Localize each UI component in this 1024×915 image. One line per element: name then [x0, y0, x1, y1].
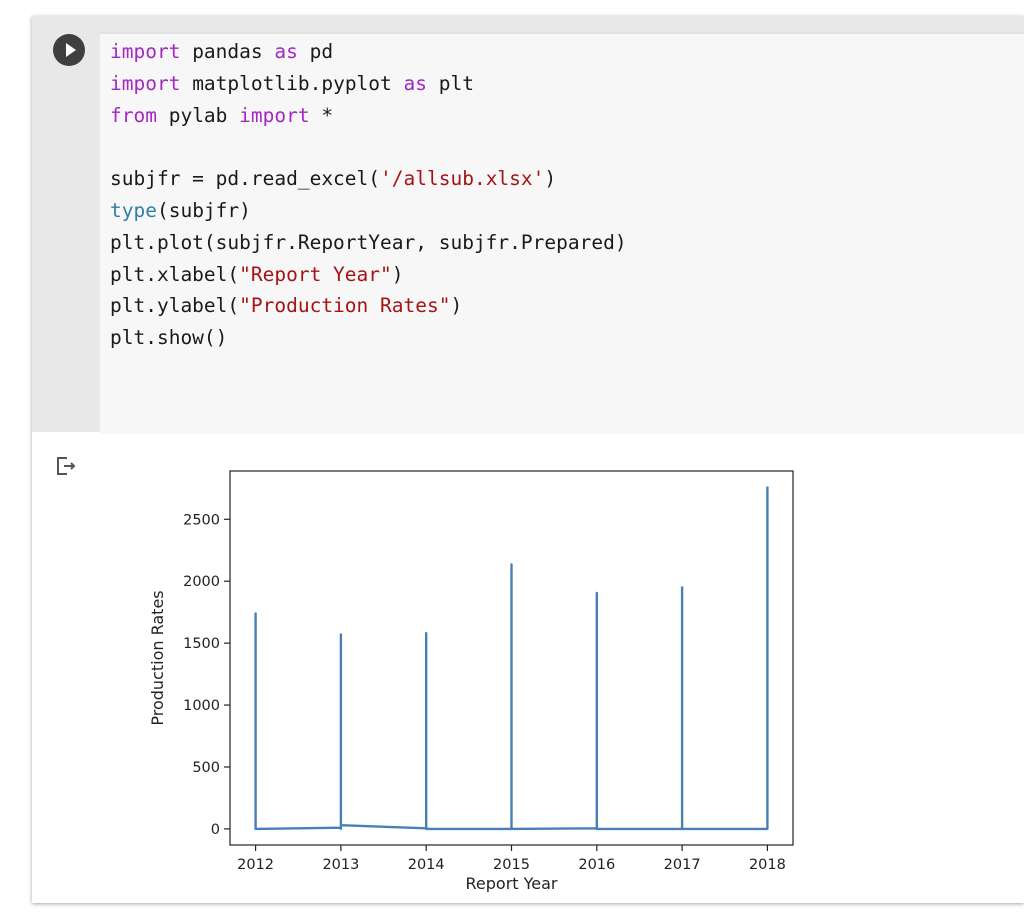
notebook-cell: import pandas as pd import matplotlib.pyp… [32, 16, 1024, 903]
code-token: pylab [156, 103, 240, 127]
x-tick-label: 2012 [237, 857, 274, 873]
code-token: as [403, 71, 427, 95]
code-line: plt.ylabel("Production Rates") [110, 290, 627, 322]
code-token: matplotlib.pyplot [180, 71, 404, 95]
code-token: * [309, 103, 334, 127]
code-line: plt.show() [110, 322, 627, 354]
code-editor[interactable] [100, 32, 1024, 434]
code-token: ) [391, 262, 404, 286]
code-token: from [110, 103, 157, 127]
code-token: ) [544, 167, 557, 191]
y-tick-label: 2000 [183, 574, 220, 590]
code-text[interactable]: import pandas as pd import matplotlib.pyp… [110, 36, 627, 354]
output-arrow-icon [57, 457, 76, 475]
code-line: import pandas as pd [110, 36, 627, 68]
code-token: as [274, 40, 298, 63]
x-tick-label: 2017 [664, 857, 701, 873]
code-line: subjfr = pd.read_excel('/allsub.xlsx') [110, 163, 627, 195]
code-token: plt.ylabel( [110, 294, 240, 318]
x-tick-label: 2014 [408, 857, 445, 873]
code-token: '/allsub.xlsx' [380, 167, 545, 191]
code-token: subjfr = pd.read_excel( [110, 167, 381, 191]
code-line: type(subjfr) [110, 195, 627, 227]
code-token: type [110, 198, 157, 222]
code-line [110, 131, 627, 163]
code-token: plt.xlabel( [110, 262, 240, 286]
code-token: "Report Year" [239, 262, 392, 286]
code-token: pd [297, 40, 334, 63]
x-axis-label: Report Year [466, 874, 558, 892]
x-tick-label: 2015 [493, 857, 530, 873]
code-token: import [110, 40, 181, 63]
axis-ticks: 2012 2013 2014 2015 2016 2017 2018 0 500 1000 1500… [183, 512, 786, 873]
output-plot: 2012 2013 2014 2015 2016 2017 2018 0 500 1000 1500… [148, 470, 794, 892]
code-token: "Production Rates" [239, 294, 451, 318]
y-tick-label: 500 [192, 760, 220, 776]
y-tick-label: 1000 [183, 698, 220, 714]
code-token: pandas [180, 40, 275, 63]
code-token: import [110, 71, 181, 95]
plot-frame [229, 470, 794, 846]
y-tick-label: 1500 [183, 636, 220, 652]
x-tick-label: 2018 [749, 857, 786, 873]
code-token: import [239, 103, 310, 127]
y-tick-label: 2500 [183, 512, 220, 528]
code-token: plt [427, 71, 474, 95]
y-axis-label: Production Rates [148, 590, 167, 725]
code-token: plt.show() [110, 326, 228, 350]
code-token: (subjfr) [156, 198, 251, 222]
run-cell-button[interactable] [53, 34, 85, 66]
play-icon [66, 43, 76, 57]
code-line: plt.plot(subjfr.ReportYear, subjfr.Prepa… [110, 227, 627, 259]
y-tick-label: 0 [211, 822, 220, 838]
code-line: plt.xlabel("Report Year") [110, 259, 627, 291]
code-line: from pylab import * [110, 100, 627, 132]
code-line: import matplotlib.pyplot as plt [110, 68, 627, 100]
code-token: ) [450, 294, 463, 318]
code-area: import pandas as pd import matplotlib.pyp… [32, 16, 1024, 434]
x-tick-label: 2013 [322, 857, 359, 873]
series-line [254, 486, 769, 831]
x-tick-label: 2016 [578, 857, 615, 873]
code-token: plt.plot(subjfr.ReportYear, subjfr.Prepa… [110, 230, 627, 254]
